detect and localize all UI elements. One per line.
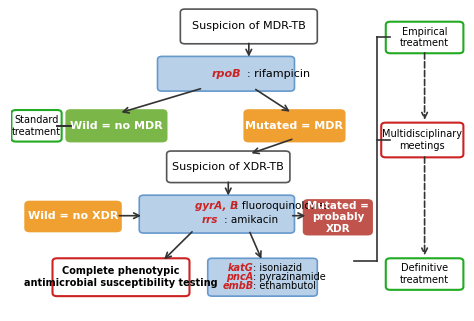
FancyBboxPatch shape [66,110,167,142]
Text: Wild = no XDR: Wild = no XDR [28,212,118,221]
Text: Wild = no MDR: Wild = no MDR [70,121,163,131]
FancyBboxPatch shape [386,258,464,290]
Text: Suspicion of MDR-TB: Suspicion of MDR-TB [192,22,306,31]
FancyBboxPatch shape [386,22,464,53]
Text: : pyrazinamide: : pyrazinamide [254,272,326,282]
Text: Mutated = MDR: Mutated = MDR [246,121,344,131]
Text: Standard
treatment: Standard treatment [12,115,61,137]
FancyBboxPatch shape [25,202,121,231]
Text: katG: katG [228,264,254,273]
Text: Definitive
treatment: Definitive treatment [400,263,449,285]
Text: rpoB: rpoB [211,69,241,79]
FancyBboxPatch shape [157,56,294,91]
FancyBboxPatch shape [304,200,372,235]
FancyBboxPatch shape [53,258,190,296]
Text: Multidisciplinary
meetings: Multidisciplinary meetings [383,129,462,151]
Text: : ethambutol: : ethambutol [254,281,316,291]
Text: embB: embB [222,281,254,291]
FancyBboxPatch shape [208,258,317,296]
Text: : rifampicin: : rifampicin [246,69,310,79]
FancyBboxPatch shape [167,151,290,183]
Text: Mutated =
probably
XDR: Mutated = probably XDR [307,201,369,234]
Text: rrs: rrs [202,215,218,225]
Text: Complete phenotypic
antimicrobial susceptibility testing: Complete phenotypic antimicrobial suscep… [24,266,218,288]
FancyBboxPatch shape [180,9,317,44]
Text: gyrA, B: gyrA, B [195,201,238,211]
Text: : amikacin: : amikacin [224,215,278,225]
FancyBboxPatch shape [139,195,294,233]
Text: Empirical
treatment: Empirical treatment [400,27,449,48]
FancyBboxPatch shape [11,110,62,142]
Text: pncA: pncA [226,272,254,282]
FancyBboxPatch shape [244,110,345,142]
FancyBboxPatch shape [381,123,464,157]
Text: Suspicion of XDR-TB: Suspicion of XDR-TB [173,162,284,172]
Text: : isoniazid: : isoniazid [254,264,302,273]
Text: : fluoroquinolones: : fluoroquinolones [235,201,329,211]
